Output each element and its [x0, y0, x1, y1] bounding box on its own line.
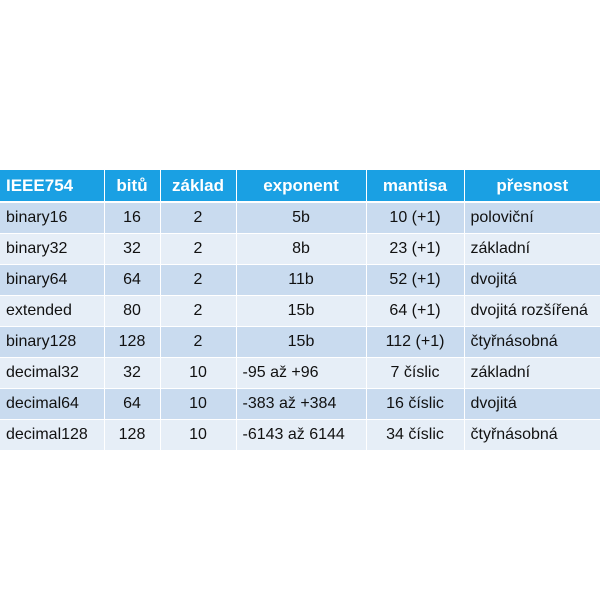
- format-cell: binary32: [0, 233, 105, 265]
- mantissa-cell: 64 (+1): [366, 295, 465, 327]
- base-cell: 2: [160, 233, 237, 265]
- base-cell: 2: [160, 326, 237, 358]
- exponent-cell: 5b: [236, 202, 367, 234]
- mantissa-cell: 52 (+1): [366, 264, 465, 296]
- exponent-cell: -95 až +96: [236, 357, 367, 389]
- exponent-cell: 15b: [236, 326, 367, 358]
- table-body: binary16 16 2 5b 10 (+1) poloviční binary32 32 2…: [0, 202, 600, 451]
- base-cell: 2: [160, 295, 237, 327]
- bits-cell: 32: [104, 357, 161, 389]
- table-row: binary128 128 2 15b 112 (+1) čtyřnásobná: [0, 326, 600, 358]
- format-cell: decimal32: [0, 357, 105, 389]
- format-cell: binary64: [0, 264, 105, 296]
- exponent-cell: 15b: [236, 295, 367, 327]
- base-cell: 10: [160, 357, 237, 389]
- mantissa-cell: 16 číslic: [366, 388, 465, 420]
- precision-cell: čtyřnásobná: [464, 419, 600, 451]
- table-row: binary64 64 2 11b 52 (+1) dvojitá: [0, 264, 600, 296]
- exponent-cell: -383 až +384: [236, 388, 367, 420]
- format-cell: decimal64: [0, 388, 105, 420]
- format-cell: decimal128: [0, 419, 105, 451]
- header-cell: přesnost: [464, 170, 600, 203]
- bits-cell: 80: [104, 295, 161, 327]
- header-cell: exponent: [236, 170, 367, 203]
- precision-cell: základní: [464, 357, 600, 389]
- precision-cell: dvojitá rozšířená: [464, 295, 600, 327]
- base-cell: 2: [160, 202, 237, 234]
- base-cell: 2: [160, 264, 237, 296]
- mantissa-cell: 34 číslic: [366, 419, 465, 451]
- precision-cell: dvojitá: [464, 388, 600, 420]
- ieee754-formats-table: IEEE754 bitů základ exponent mantisa pře…: [0, 170, 600, 451]
- table-row: decimal32 32 10 -95 až +96 7 číslic základní: [0, 357, 600, 389]
- bits-cell: 64: [104, 264, 161, 296]
- header-cell: IEEE754: [0, 170, 105, 203]
- bits-cell: 128: [104, 419, 161, 451]
- bits-cell: 128: [104, 326, 161, 358]
- exponent-cell: -6143 až 6144: [236, 419, 367, 451]
- table-row: binary32 32 2 8b 23 (+1) základní: [0, 233, 600, 265]
- bits-cell: 32: [104, 233, 161, 265]
- precision-cell: základní: [464, 233, 600, 265]
- exponent-cell: 8b: [236, 233, 367, 265]
- table-row: decimal64 64 10 -383 až +384 16 číslic dvojit…: [0, 388, 600, 420]
- mantissa-cell: 10 (+1): [366, 202, 465, 234]
- format-cell: extended: [0, 295, 105, 327]
- mantissa-cell: 23 (+1): [366, 233, 465, 265]
- mantissa-cell: 112 (+1): [366, 326, 465, 358]
- base-cell: 10: [160, 419, 237, 451]
- table-row: binary16 16 2 5b 10 (+1) poloviční: [0, 202, 600, 234]
- header-cell: bitů: [104, 170, 161, 203]
- precision-cell: dvojitá: [464, 264, 600, 296]
- bits-cell: 64: [104, 388, 161, 420]
- table-row: extended 80 2 15b 64 (+1) dvojitá rozšířená: [0, 295, 600, 327]
- mantissa-cell: 7 číslic: [366, 357, 465, 389]
- bits-cell: 16: [104, 202, 161, 234]
- format-cell: binary128: [0, 326, 105, 358]
- header-row: IEEE754 bitů základ exponent mantisa pře…: [0, 170, 600, 203]
- header-cell: základ: [160, 170, 237, 203]
- base-cell: 10: [160, 388, 237, 420]
- header-cell: mantisa: [366, 170, 465, 203]
- precision-cell: poloviční: [464, 202, 600, 234]
- table-row: decimal128 128 10 -6143 až 6144 34 číslic čty…: [0, 419, 600, 451]
- format-cell: binary16: [0, 202, 105, 234]
- exponent-cell: 11b: [236, 264, 367, 296]
- precision-cell: čtyřnásobná: [464, 326, 600, 358]
